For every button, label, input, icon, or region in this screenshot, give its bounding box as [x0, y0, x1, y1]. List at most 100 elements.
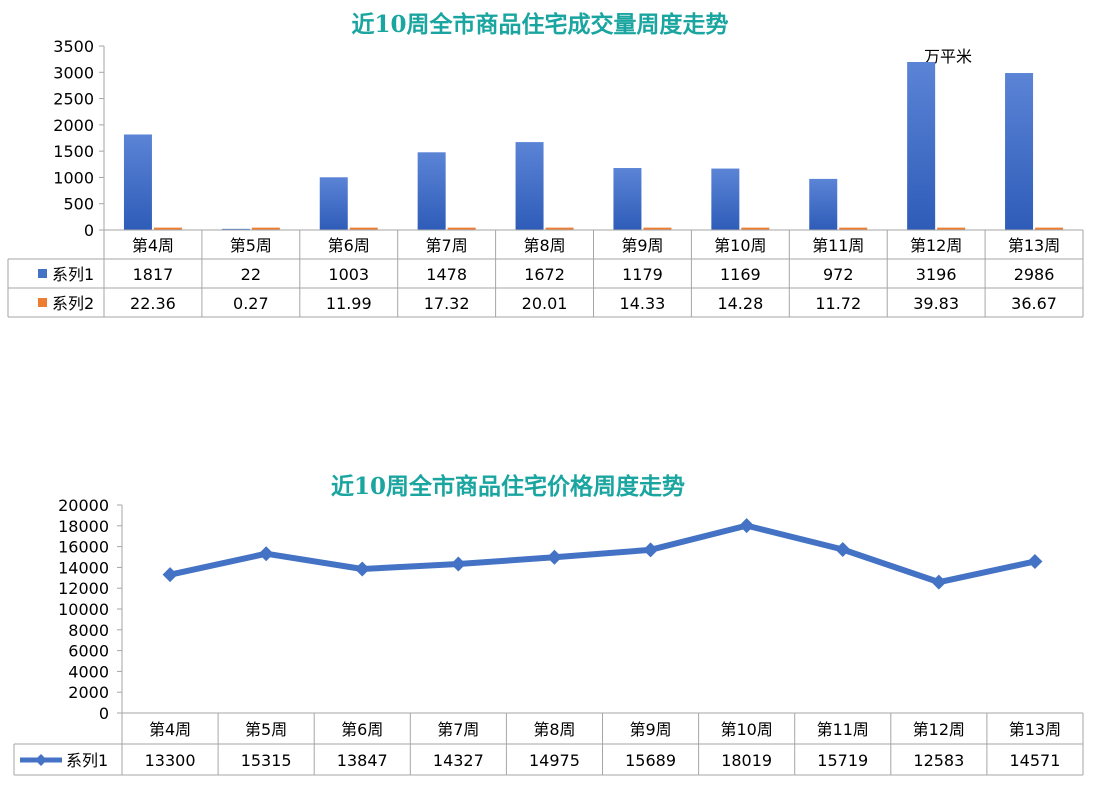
price-series1-point — [1027, 553, 1043, 569]
price-series1-value: 18019 — [721, 751, 772, 770]
price-legend-key-marker — [35, 754, 47, 766]
volume-series2-value: 11.99 — [326, 294, 372, 313]
volume-series1-value: 1179 — [622, 265, 663, 284]
volume-legend-key-series2 — [38, 298, 47, 307]
volume-bar-series2 — [937, 227, 966, 230]
volume-legend-key-series1 — [38, 269, 47, 278]
volume-y-tick-label: 500 — [63, 195, 94, 214]
price-y-tick-label: 12000 — [58, 579, 109, 598]
volume-bar-series2 — [447, 227, 476, 230]
price-series1-value: 13300 — [145, 751, 196, 770]
volume-series2-value: 14.33 — [620, 294, 666, 313]
price-category-label: 第6周 — [341, 720, 383, 739]
volume-series2-value: 22.36 — [130, 294, 176, 313]
volume-bar-series2 — [643, 227, 672, 230]
volume-category-label: 第6周 — [328, 236, 370, 255]
price-y-tick-label: 2000 — [68, 683, 109, 702]
volume-series1-value: 2986 — [1014, 265, 1055, 284]
volume-y-tick-label: 1500 — [53, 142, 94, 161]
price-series1-value: 14975 — [529, 751, 580, 770]
volume-series2-value: 39.83 — [913, 294, 959, 313]
price-series1-value: 15315 — [241, 751, 292, 770]
volume-category-label: 第9周 — [621, 236, 663, 255]
price-y-tick-label: 4000 — [68, 662, 109, 681]
volume-y-tick-label: 3000 — [53, 63, 94, 82]
price-series1-value: 14327 — [433, 751, 484, 770]
volume-series2-value: 11.72 — [815, 294, 861, 313]
price-legend-label-series1: 系列1 — [66, 751, 108, 770]
volume-legend-label-series1: 系列1 — [52, 265, 94, 284]
price-y-tick-label: 8000 — [68, 621, 109, 640]
price-category-label: 第13周 — [1009, 720, 1061, 739]
volume-y-tick-label: 0 — [84, 221, 94, 240]
price-series1-point — [354, 561, 370, 577]
volume-bar-series2 — [1035, 227, 1064, 230]
price-series1-value: 15719 — [817, 751, 868, 770]
price-category-label: 第5周 — [245, 720, 287, 739]
volume-category-label: 第4周 — [132, 236, 174, 255]
volume-bar-series1 — [613, 168, 642, 230]
volume-bar-series2 — [545, 227, 574, 230]
price-series1-point — [739, 518, 755, 534]
volume-bar-series1 — [1005, 73, 1034, 230]
volume-category-label: 第12周 — [910, 236, 962, 255]
price-series1-value: 15689 — [625, 751, 676, 770]
price-category-label: 第9周 — [629, 720, 671, 739]
volume-category-label: 第11周 — [812, 236, 864, 255]
volume-bar-series2 — [251, 227, 280, 230]
volume-category-label: 第7周 — [426, 236, 468, 255]
price-y-tick-label: 14000 — [58, 558, 109, 577]
price-category-label: 第10周 — [720, 720, 772, 739]
volume-y-tick-label: 2000 — [53, 116, 94, 135]
volume-bar-series1 — [417, 152, 446, 230]
price-series1-point — [258, 546, 274, 562]
volume-category-label: 第5周 — [230, 236, 272, 255]
volume-series1-value: 1672 — [524, 265, 565, 284]
price-series1-point — [162, 567, 178, 583]
volume-bar-series2 — [349, 227, 378, 230]
price-series1-point — [931, 574, 947, 590]
price-series1-value: 12583 — [913, 751, 964, 770]
volume-series2-value: 20.01 — [522, 294, 568, 313]
price-y-tick-label: 6000 — [68, 642, 109, 661]
volume-series1-value: 1817 — [133, 265, 174, 284]
volume-bar-series1 — [515, 142, 544, 230]
volume-y-tick-label: 2500 — [53, 90, 94, 109]
price-y-tick-label: 16000 — [58, 538, 109, 557]
volume-bar-series1 — [907, 61, 936, 230]
volume-bar-series2 — [741, 227, 770, 230]
volume-chart-title: 近10周全市商品住宅成交量周度走势 — [351, 11, 728, 38]
volume-series2-value: 17.32 — [424, 294, 470, 313]
volume-bar-series2 — [839, 227, 868, 230]
volume-category-label: 第8周 — [523, 236, 565, 255]
price-category-label: 第12周 — [913, 720, 965, 739]
volume-series2-value: 0.27 — [233, 294, 269, 313]
volume-y-tick-label: 1000 — [53, 168, 94, 187]
price-category-label: 第4周 — [149, 720, 191, 739]
price-series1-point — [835, 542, 851, 558]
volume-bar-series1 — [809, 178, 838, 230]
price-series1-point — [450, 556, 466, 572]
volume-category-label: 第10周 — [714, 236, 766, 255]
volume-legend-label-series2: 系列2 — [52, 294, 94, 313]
price-category-label: 第8周 — [533, 720, 575, 739]
price-y-tick-label: 0 — [99, 704, 109, 723]
volume-series1-value: 972 — [823, 265, 854, 284]
price-category-label: 第7周 — [437, 720, 479, 739]
volume-bar-series2 — [153, 227, 182, 230]
price-category-label: 第11周 — [817, 720, 869, 739]
price-series1-point — [643, 542, 659, 558]
price-y-tick-label: 18000 — [58, 517, 109, 536]
volume-series1-value: 1478 — [426, 265, 467, 284]
volume-category-label: 第13周 — [1008, 236, 1060, 255]
price-y-tick-label: 10000 — [58, 600, 109, 619]
volume-bar-series1 — [221, 228, 250, 230]
volume-unit-label: 万平米 — [924, 47, 972, 66]
volume-bar-series1 — [711, 168, 740, 230]
price-series1-line — [167, 522, 1038, 586]
volume-bar-series1 — [319, 177, 348, 230]
price-series1-point — [546, 549, 562, 565]
volume-y-tick-label: 3500 — [53, 37, 94, 56]
